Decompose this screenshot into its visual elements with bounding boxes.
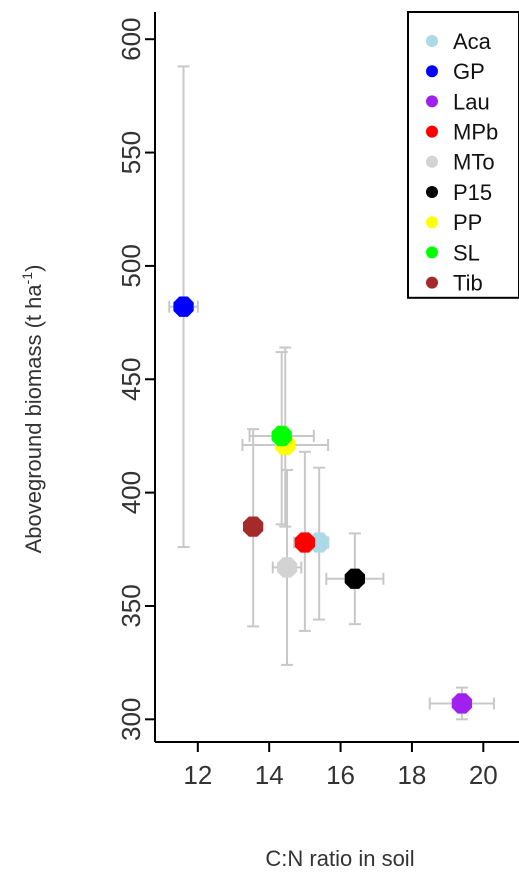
x-tick-label: 18 <box>397 760 426 790</box>
x-tick-label: 14 <box>255 760 284 790</box>
legend-label-p15: P15 <box>453 180 492 205</box>
legend-marker-gp <box>426 65 438 78</box>
data-point-mto <box>276 557 298 578</box>
data-point-sl <box>271 425 292 447</box>
legend-label-pp: PP <box>453 210 482 235</box>
legend: Aca GP Lau MPb MTo P15 PP SL Tib <box>407 11 519 299</box>
x-tick-label: 20 <box>469 760 498 790</box>
data-point-mpb <box>294 532 316 553</box>
y-axis-label-close: ) <box>21 265 46 272</box>
data-point-tib <box>242 516 264 537</box>
legend-marker-pp <box>426 216 438 229</box>
y-tick-label: 550 <box>116 131 146 174</box>
y-axis-label: Aboveground biomass (t ha-1) <box>19 265 46 554</box>
x-axis-label: C:N ratio in soil <box>265 846 414 871</box>
x-tick-label: 16 <box>326 760 355 790</box>
legend-label-mto: MTo <box>453 150 495 175</box>
axes: 300 350 400 450 500 550 600 12 14 16 18 20 <box>116 12 519 790</box>
y-tick-label: 300 <box>116 698 146 741</box>
y-tick-label: 500 <box>116 244 146 287</box>
y-tick-label: 400 <box>116 471 146 514</box>
legend-marker-mto <box>426 155 438 168</box>
y-axis-label-main: Aboveground biomass (t ha <box>21 284 46 554</box>
legend-marker-sl <box>426 246 438 259</box>
data-point-p15 <box>344 568 366 589</box>
legend-label-sl: SL <box>453 240 480 265</box>
legend-label-mpb: MPb <box>453 120 498 145</box>
legend-marker-mpb <box>426 125 438 138</box>
legend-marker-lau <box>426 95 438 108</box>
y-tick-label: 350 <box>116 584 146 627</box>
x-tick-label: 12 <box>183 760 212 790</box>
y-axis-label-superscript: -1 <box>19 272 35 285</box>
y-tick-label: 600 <box>116 18 146 61</box>
legend-label-lau: Lau <box>453 89 490 114</box>
legend-marker-p15 <box>426 186 438 198</box>
y-tick-label: 450 <box>116 358 146 401</box>
legend-marker-aca <box>426 35 438 47</box>
legend-label-tib: Tib <box>453 271 483 296</box>
data-point-lau <box>451 693 473 714</box>
legend-label-aca: Aca <box>453 29 492 54</box>
legend-marker-tib <box>426 276 438 289</box>
data-points <box>173 296 473 714</box>
data-point-gp <box>173 296 194 317</box>
legend-label-gp: GP <box>453 59 485 84</box>
